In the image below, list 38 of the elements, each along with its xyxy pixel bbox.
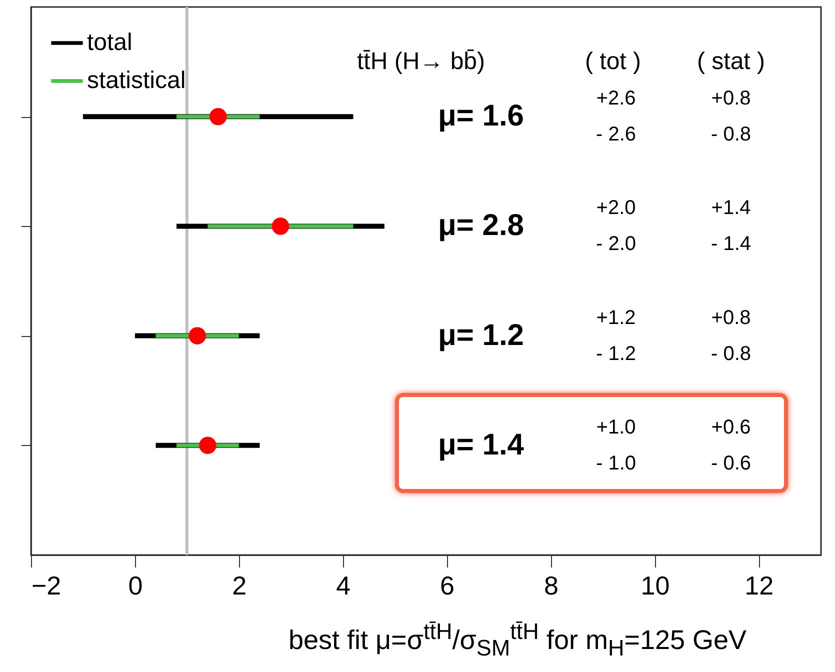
annotation: tt̄H (H→ bb̄) <box>356 48 486 75</box>
legend-label: total <box>87 29 132 56</box>
x-axis-title: best fit μ=σ$^{tt̄H}$/σ$_{SM}$$^{tt̄H}$ for m$_{H}$=125 GeV <box>287 619 748 662</box>
annotation: +1.2 <box>596 306 636 329</box>
x-tick-label: 2 <box>232 570 247 600</box>
annotation: - 1.4 <box>710 233 752 256</box>
x-tick-label: 10 <box>640 570 670 600</box>
x-tick-label: 0 <box>128 570 143 600</box>
annotation: - 0.6 <box>710 452 752 474</box>
annotation: - 0.8 <box>710 124 752 146</box>
annotation: ( stat ) <box>696 48 766 75</box>
annotation: +0.6 <box>711 416 751 438</box>
annotation: - 0.8 <box>710 342 752 365</box>
annotation: ( tot ) <box>584 48 642 75</box>
x-tick-label: −2 <box>32 570 62 600</box>
x-tick-label: 4 <box>336 570 351 600</box>
annotation: +0.8 <box>711 306 751 329</box>
point <box>209 108 227 126</box>
legend-label: statistical <box>87 67 186 94</box>
annotation: +2.0 <box>596 197 636 220</box>
annotation: - 1.2 <box>596 342 636 365</box>
annotation: - 2.6 <box>596 124 636 146</box>
annotation: - 2.0 <box>596 233 636 256</box>
annotation: +1.0 <box>596 416 636 438</box>
annotation: μ= 2.8 <box>438 209 524 242</box>
annotation: - 1.0 <box>596 452 636 474</box>
x-tick-label: 12 <box>744 570 774 600</box>
annotation: μ= 1.2 <box>438 318 524 352</box>
annotation: +0.8 <box>711 88 751 110</box>
x-tick-label: 6 <box>440 570 455 600</box>
annotation: μ= 1.6 <box>438 100 524 133</box>
x-tick-label: 8 <box>544 570 558 600</box>
annotation: μ= 1.4 <box>438 428 524 462</box>
point <box>188 327 206 344</box>
point <box>199 436 216 454</box>
point <box>272 218 290 235</box>
annotation: +2.6 <box>596 88 636 110</box>
annotation: +1.4 <box>711 197 751 220</box>
